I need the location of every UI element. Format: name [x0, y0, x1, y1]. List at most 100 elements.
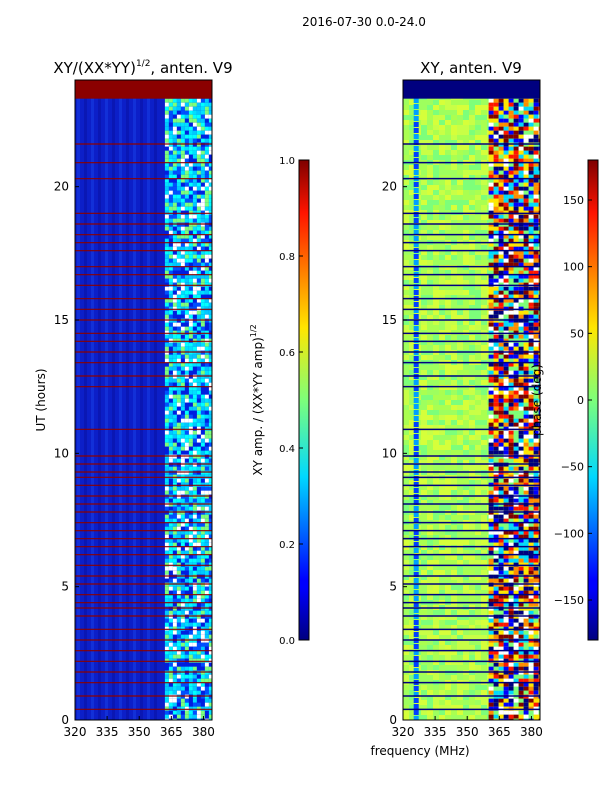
left-bright-cell	[184, 214, 189, 219]
right-background-cell	[409, 250, 415, 255]
left-bright-cell	[172, 382, 177, 387]
left-bright-cell	[204, 214, 209, 219]
left-bright-cell	[196, 674, 201, 679]
right-background-cell	[433, 340, 439, 345]
left-bright-cell	[196, 510, 201, 515]
left-bright-cell	[200, 594, 205, 599]
right-background-cell	[439, 525, 445, 530]
right-background-cell	[481, 110, 487, 115]
left-bright-cell	[208, 670, 212, 675]
right-active-cell	[493, 234, 499, 239]
left-bright-cell	[180, 250, 185, 255]
right-background-cell	[439, 480, 445, 485]
right-active-cell	[533, 214, 539, 219]
right-background-cell	[481, 550, 487, 555]
left-bright-cell	[176, 586, 181, 591]
right-blue-column-cell	[413, 716, 419, 720]
left-bright-cell	[180, 134, 185, 139]
left-bright-cell	[176, 250, 181, 255]
right-background-cell	[451, 580, 457, 585]
right-active-cell	[528, 378, 534, 383]
right-active-cell	[503, 390, 509, 395]
right-active-cell	[488, 234, 494, 239]
right-background-cell	[409, 165, 415, 170]
left-bright-cell	[184, 706, 189, 711]
left-bright-cell	[168, 234, 173, 239]
left-bright-cell	[168, 334, 173, 339]
right-background-cell	[451, 220, 457, 225]
right-background-cell	[451, 710, 457, 715]
right-background-cell	[439, 235, 445, 240]
left-bright-cell	[196, 422, 201, 427]
right-active-cell	[508, 190, 514, 195]
left-bright-cell	[188, 146, 193, 151]
right-active-cell	[498, 310, 504, 315]
left-bright-cell	[204, 454, 209, 459]
left-bright-cell	[164, 670, 169, 675]
left-bright-cell	[200, 106, 205, 111]
right-background-cell	[457, 215, 463, 220]
right-active-cell	[488, 130, 494, 135]
right-background-cell	[481, 230, 487, 235]
right-background-cell	[451, 415, 457, 420]
left-bright-cell	[168, 178, 173, 183]
left-bright-cell	[188, 122, 193, 127]
right-background-cell	[463, 400, 469, 405]
left-bright-cell	[196, 690, 201, 695]
left-bright-cell	[192, 194, 197, 199]
right-background-cell	[403, 650, 409, 655]
right-background-cell	[481, 490, 487, 495]
left-bright-cell	[196, 334, 201, 339]
right-background-cell	[457, 155, 463, 160]
left-bright-cell	[184, 270, 189, 275]
right-background-cell	[481, 655, 487, 660]
left-bright-cell	[188, 706, 193, 711]
left-bright-cell	[164, 346, 169, 351]
right-active-cell	[533, 162, 539, 167]
left-bright-cell	[172, 522, 177, 527]
right-background-cell	[451, 530, 457, 535]
left-bright-cell	[204, 670, 209, 675]
right-blue-column-cell	[413, 380, 419, 385]
right-active-cell	[488, 366, 494, 371]
right-background-cell	[481, 255, 487, 260]
left-bright-cell	[164, 202, 169, 207]
left-bright-cell	[204, 310, 209, 315]
left-bright-cell	[184, 374, 189, 379]
right-background-cell	[445, 330, 451, 335]
left-bright-cell	[176, 422, 181, 427]
left-bright-cell	[200, 514, 205, 519]
left-bright-cell	[164, 114, 169, 119]
right-active-cell	[518, 358, 524, 363]
right-background-cell	[463, 230, 469, 235]
right-background-cell	[475, 320, 481, 325]
left-bright-cell	[200, 306, 205, 311]
right-background-cell	[463, 310, 469, 315]
right-active-cell	[503, 326, 509, 331]
left-bright-cell	[188, 678, 193, 683]
right-background-cell	[481, 555, 487, 560]
left-bright-cell	[196, 702, 201, 707]
right-background-cell	[457, 505, 463, 510]
right-background-cell	[481, 645, 487, 650]
right-active-cell	[513, 214, 519, 219]
left-bright-cell	[172, 366, 177, 371]
right-background-cell	[439, 620, 445, 625]
left-bright-cell	[168, 514, 173, 519]
right-active-cell	[523, 298, 529, 303]
left-bright-cell	[184, 294, 189, 299]
left-bright-cell	[164, 98, 169, 103]
right-active-cell	[518, 414, 524, 419]
left-bright-cell	[200, 702, 205, 707]
right-background-cell	[433, 200, 439, 205]
left-bright-cell	[196, 538, 201, 543]
left-bright-cell	[208, 642, 212, 647]
right-background-cell	[439, 535, 445, 540]
left-bright-cell	[188, 110, 193, 115]
right-active-cell	[513, 386, 519, 391]
right-background-cell	[475, 660, 481, 665]
left-bright-cell	[200, 490, 205, 495]
left-bright-cell	[192, 434, 197, 439]
left-y-label: UT (hours)	[34, 368, 48, 431]
right-background-cell	[415, 185, 421, 190]
